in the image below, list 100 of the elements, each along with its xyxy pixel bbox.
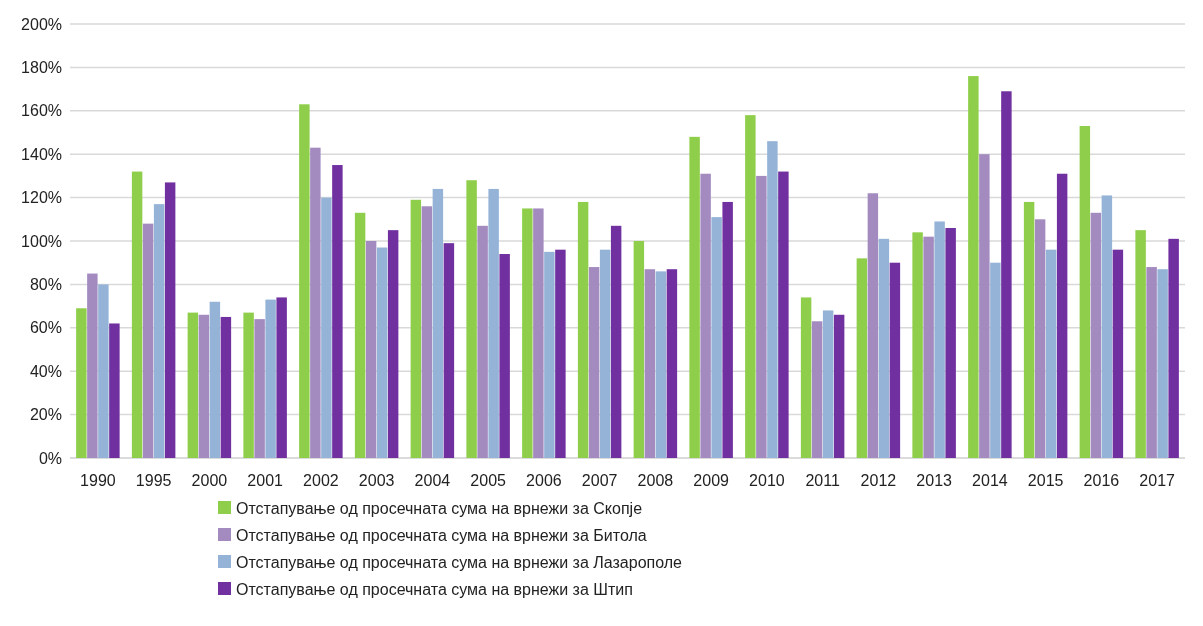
bar	[666, 269, 678, 458]
bar	[466, 180, 477, 458]
y-tick-label: 120%	[21, 189, 62, 207]
x-tick-label: 2008	[637, 472, 674, 489]
bar	[1045, 249, 1057, 458]
bar	[477, 225, 488, 458]
bar	[756, 175, 767, 458]
bar	[1112, 249, 1124, 458]
bar	[1056, 173, 1068, 458]
bar	[800, 297, 812, 458]
bar	[588, 267, 600, 458]
bar	[421, 206, 433, 458]
y-tick-label: 40%	[29, 362, 62, 380]
bar	[778, 171, 789, 458]
x-tick-label: 2012	[860, 472, 897, 489]
bar	[968, 76, 979, 458]
bar	[276, 297, 287, 458]
bar	[833, 314, 845, 458]
bar	[577, 201, 589, 458]
bar	[365, 241, 377, 458]
bar	[299, 104, 310, 458]
legend-label: Отстапување од просечната сума на врнежи за Штип	[236, 580, 633, 598]
bar	[1157, 269, 1168, 458]
x-tick-label: 2002	[303, 472, 339, 489]
bar	[644, 269, 656, 458]
x-tick-label: 2006	[526, 472, 562, 489]
bar	[387, 230, 399, 458]
bar	[1090, 212, 1102, 458]
bar	[488, 188, 499, 458]
bar	[1135, 230, 1146, 458]
x-tick-label: 2005	[470, 472, 507, 489]
bar	[599, 249, 611, 458]
y-tick-label: 20%	[29, 406, 62, 424]
bar	[722, 201, 733, 458]
x-tick-label: 2017	[1139, 472, 1176, 489]
x-tick-label: 2016	[1083, 472, 1120, 489]
bar	[131, 171, 143, 458]
bar	[1001, 91, 1012, 458]
bar	[767, 141, 778, 458]
bar	[1079, 125, 1091, 458]
x-tick-label: 2015	[1027, 472, 1064, 489]
x-tick-label: 2011	[805, 472, 840, 489]
bar	[934, 221, 945, 458]
y-tick-label: 180%	[21, 59, 62, 76]
bar	[544, 251, 555, 458]
bar	[689, 136, 700, 458]
bar	[990, 262, 1001, 458]
bar	[811, 321, 823, 458]
y-tick-label: 140%	[21, 145, 62, 163]
bar	[889, 262, 901, 458]
bar	[187, 312, 199, 458]
bar	[153, 204, 165, 458]
x-tick-label: 2009	[693, 472, 730, 489]
x-tick-label: 2007	[581, 472, 618, 489]
legend-label: Отстапување од просечната сума на врнежи за Битола	[236, 526, 647, 544]
bar	[923, 236, 934, 458]
bar	[633, 241, 645, 458]
bar	[98, 284, 109, 458]
bar	[1101, 195, 1113, 458]
bar	[254, 319, 265, 458]
bar	[243, 312, 254, 458]
bar	[533, 208, 544, 458]
y-tick-label: 60%	[29, 319, 62, 337]
bar	[1034, 219, 1046, 458]
bar	[867, 193, 879, 458]
bar	[198, 314, 210, 458]
bar	[87, 273, 98, 458]
bar	[1146, 267, 1157, 458]
x-tick-label: 2013	[916, 472, 953, 489]
bar	[745, 115, 756, 458]
bar	[945, 227, 956, 458]
x-tick-label: 1995	[135, 472, 172, 489]
bar	[700, 173, 711, 458]
bar	[912, 232, 923, 458]
x-tick-label: 2000	[191, 472, 228, 489]
bar	[522, 208, 533, 458]
bar	[1168, 238, 1179, 458]
bar	[555, 249, 566, 458]
legend-label: Отстапување од просечната сума на врнежи за Лазарополе	[236, 553, 683, 571]
bar	[321, 197, 332, 458]
x-tick-label: 2010	[749, 472, 785, 489]
x-tick-label: 1990	[80, 472, 116, 489]
bar	[443, 243, 455, 458]
x-tick-label: 2004	[414, 472, 451, 489]
y-tick-label: 200%	[21, 15, 62, 33]
bar	[655, 271, 667, 458]
legend-label: Отстапување од просечната сума на врнежи за Скопје	[236, 499, 643, 517]
bar	[310, 147, 321, 458]
bar	[856, 258, 868, 458]
bar	[164, 182, 176, 458]
bar	[711, 217, 722, 458]
bar	[332, 165, 343, 458]
y-tick-label: 160%	[21, 102, 62, 120]
bar	[76, 308, 87, 458]
bar	[1023, 201, 1035, 458]
x-tick-label: 2001	[247, 472, 284, 489]
bar	[376, 247, 388, 458]
bar	[209, 301, 221, 458]
bar	[109, 323, 120, 458]
x-tick-label: 2014	[972, 472, 1008, 489]
